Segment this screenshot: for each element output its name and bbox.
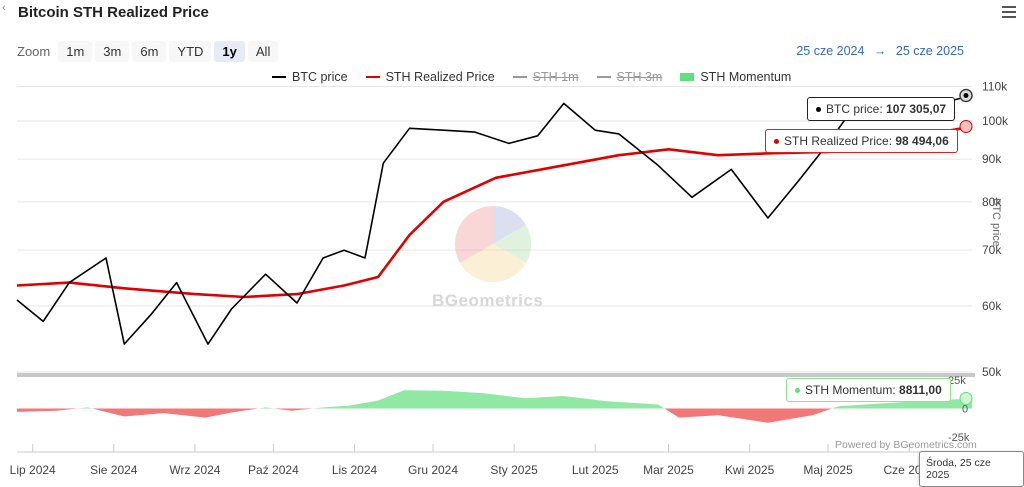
legend-swatch <box>365 76 380 78</box>
tooltip-label: STH Momentum: <box>805 383 900 397</box>
x-tick-label: Gru 2024 <box>408 463 458 477</box>
legend-swatch <box>680 73 695 81</box>
credits-link[interactable]: Powered by BGeometrics.com <box>835 439 977 451</box>
range-from[interactable]: 25 cze 2024 <box>796 44 865 58</box>
momentum-series <box>17 390 972 423</box>
legend-label: STH Momentum <box>700 70 792 84</box>
tooltip-label: BTC price: <box>826 102 887 116</box>
back-glyph[interactable]: ‹ <box>2 2 6 14</box>
legend-item-sth-momentum[interactable]: STH Momentum <box>680 70 791 84</box>
btc-hover-marker-core <box>963 93 969 99</box>
momentum-tick-label: -25k <box>948 432 970 444</box>
x-tick-label: Sty 2025 <box>490 463 538 477</box>
tooltip-dot <box>795 388 800 394</box>
legend-item-sth-realized-price[interactable]: STH Realized Price <box>365 70 495 84</box>
legend-item-btc-price[interactable]: BTC price <box>272 70 348 84</box>
y-tick-label: 50k <box>982 365 1002 379</box>
tooltip-dot <box>816 107 821 113</box>
logo-segment <box>493 205 526 244</box>
legend-label: STH 3m <box>616 70 663 84</box>
logo-segment <box>493 225 532 263</box>
legend-swatch <box>272 76 286 78</box>
tooltip-sth-realized-price: STH Realized Price: 98 494,06 <box>765 129 958 153</box>
tooltip-dot <box>774 139 779 145</box>
y-tick-label: 60k <box>982 299 1002 313</box>
date-range[interactable]: 25 cze 2024 → 25 cze 2025 <box>790 44 964 58</box>
momentum-area-positive <box>17 390 972 409</box>
btc-price-line <box>16 94 973 345</box>
momentum-tick-label: 25k <box>948 375 966 387</box>
legend-label: STH 1m <box>532 70 579 84</box>
x-tick-label: Wrz 2024 <box>169 463 220 477</box>
chart-title: Bitcoin STH Realized Price <box>18 4 209 21</box>
y-axis-title: BTC price <box>990 198 1002 247</box>
legend-swatch <box>512 76 527 78</box>
y-tick-label: 90k <box>982 152 1002 166</box>
legend-label: BTC price <box>292 70 348 84</box>
momentum-area-negative <box>17 408 972 423</box>
watermark: BGeometrics <box>432 291 544 310</box>
tooltip-btc-price: BTC price: 107 305,07 <box>807 97 956 121</box>
x-tick-label: Kwi 2025 <box>725 463 775 477</box>
y-tick-label: 100k <box>982 114 1009 128</box>
range-arrow: → <box>873 44 887 58</box>
bgeometrics-logo-icon <box>454 205 532 283</box>
hover-markers <box>959 88 973 405</box>
momentum-hover-marker <box>959 391 973 405</box>
y-tick-label: 110k <box>982 80 1008 94</box>
legend: BTC price STH Realized Price STH 1m STH … <box>272 70 809 84</box>
x-tick-label: Lip 2024 <box>10 463 56 477</box>
momentum-tick-label: 0 <box>962 404 968 416</box>
tooltip-value: 98 494,06 <box>895 134 949 148</box>
x-tick-label: Sie 2024 <box>90 463 138 477</box>
zoom-button-ytd[interactable]: YTD <box>169 41 212 62</box>
x-tick-label: Maj 2025 <box>803 463 853 477</box>
x-tick-label: Lis 2024 <box>332 463 378 477</box>
legend-label: STH Realized Price <box>385 70 495 84</box>
tooltip-value: 107 305,07 <box>886 102 947 116</box>
legend-item-sth-1m[interactable]: STH 1m <box>512 70 579 84</box>
zoom-button-1m[interactable]: 1m <box>58 41 93 62</box>
y-tick-label: 70k <box>982 243 1002 257</box>
x-axis-labels: Lip 2024 Sie 2024 Wrz 2024 Paź 2024 Lis 2024… <box>10 463 936 477</box>
sth-hover-marker <box>959 120 973 134</box>
tooltip-date: Środa, 25 cze 2025 <box>919 451 1024 487</box>
zoom-label: Zoom <box>17 44 51 59</box>
x-tick-label: Lut 2025 <box>572 463 619 477</box>
logo-segment <box>454 205 493 263</box>
tooltip-value: 8811,00 <box>899 383 942 397</box>
zoom-button-6m[interactable]: 6m <box>132 41 167 62</box>
x-tick-label: Mar 2025 <box>643 463 694 477</box>
hamburger-menu-icon[interactable] <box>1002 6 1016 18</box>
zoom-button-all[interactable]: All <box>247 41 279 62</box>
zoom-button-1y[interactable]: 1y <box>214 41 245 62</box>
tooltip-sth-momentum: STH Momentum: 8811,00 <box>786 378 951 402</box>
tooltip-label: STH Realized Price: <box>784 134 896 148</box>
zoom-selector: Zoom 1m 3m 6m YTD 1y All <box>17 41 281 62</box>
y-tick-label: 80k <box>982 195 1002 209</box>
x-tick-label: Paź 2024 <box>248 463 299 477</box>
grid-lines <box>17 86 972 453</box>
logo-segment <box>460 244 526 283</box>
legend-swatch <box>596 76 611 78</box>
zoom-button-3m[interactable]: 3m <box>95 41 130 62</box>
range-to[interactable]: 25 cze 2025 <box>895 44 964 58</box>
legend-item-sth-3m[interactable]: STH 3m <box>596 70 663 84</box>
y-axis-labels: 50k 60k 70k 80k 90k 100k 110k 25k 0 -25k <box>948 80 1009 444</box>
